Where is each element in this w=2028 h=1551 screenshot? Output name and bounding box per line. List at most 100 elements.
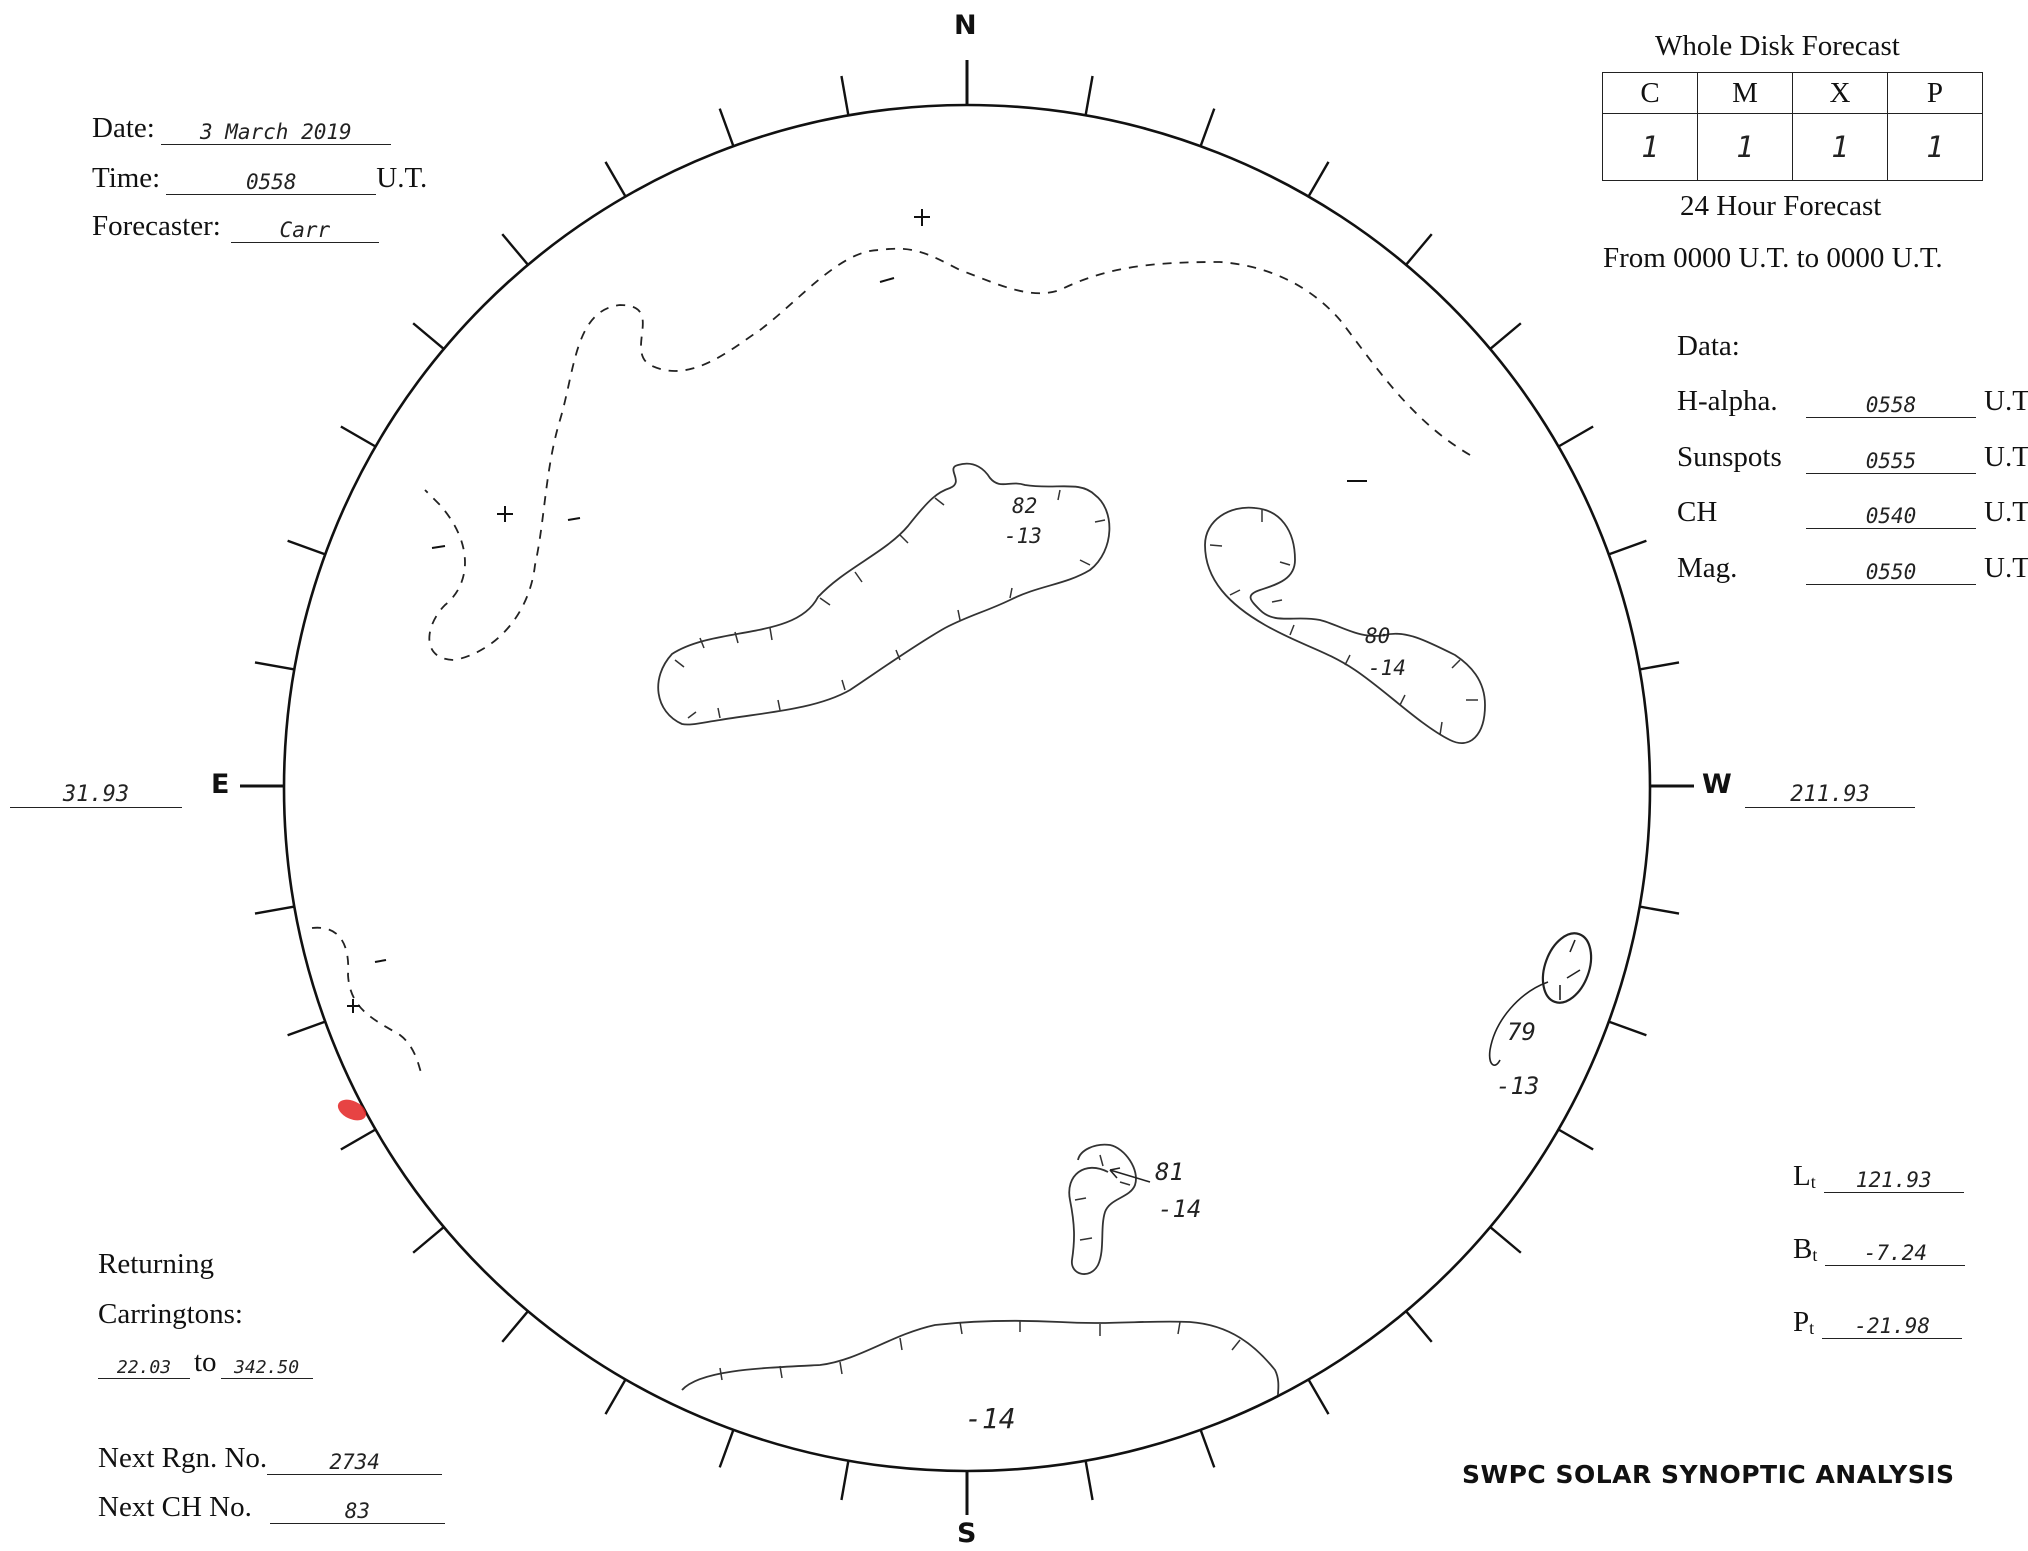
next-region-label: Next Rgn. No. (98, 1442, 268, 1474)
forecast-table: C M X P 1 1 1 1 (1602, 72, 1983, 181)
next-region-value: 2734 (267, 1450, 443, 1475)
carrington-to: 342.50 (220, 1357, 313, 1379)
ch81-pointer-head (1109, 1167, 1121, 1179)
forecast-val-x: 1 (1792, 113, 1888, 181)
limb-tick (1084, 1460, 1094, 1501)
limb-tick (1307, 1378, 1330, 1415)
pt-subscript: t (1809, 1318, 1815, 1338)
limb-tick (604, 1378, 627, 1415)
ch80-label-lat: -14 (1368, 656, 1406, 680)
date-label: Date: (92, 112, 155, 144)
north-label: N (954, 10, 977, 41)
forecast-val-p: 1 (1887, 113, 1983, 181)
data-row-ch: CH 0540 U.T. (1677, 496, 2028, 529)
ch82-label-num: 82 (1012, 494, 1038, 518)
solar-limb (282, 103, 1652, 1473)
data-unit: U.T. (1984, 441, 2028, 473)
ch81-label-lat: -14 (1158, 1195, 1202, 1223)
coronal-hole-82 (657, 462, 1111, 726)
data-value: 0540 (1806, 504, 1976, 529)
ch81-label-num: 81 (1155, 1158, 1184, 1186)
footer-title: SWPC SOLAR SYNOPTIC ANALYSIS (1462, 1460, 1955, 1489)
ch81-pointer (1109, 1169, 1151, 1183)
limb-tick (1489, 322, 1522, 350)
carrington-to-word: to (194, 1346, 217, 1378)
limb-tick (287, 1020, 326, 1037)
data-row-halpha: H-alpha. 0558 U.T. (1677, 385, 2028, 418)
limb-tick (501, 233, 529, 266)
west-longitude: 211.93 (1745, 782, 1915, 808)
south-label: S (957, 1518, 977, 1549)
east-neutral-line (311, 926, 423, 1073)
data-unit: U.T. (1984, 496, 2028, 528)
limb-tick (1489, 1226, 1522, 1254)
lt-value: 121.93 (1823, 1168, 1964, 1193)
limb-tick (1199, 1429, 1216, 1468)
forecast-col-p: P (1887, 72, 1983, 114)
limb-tick (340, 425, 377, 448)
forecast-val-m: 1 (1697, 113, 1793, 181)
limb-tick (1608, 539, 1647, 556)
ch79-label-lat: -13 (1496, 1072, 1540, 1100)
forecaster-value: Carr (230, 218, 379, 243)
next-ch-label: Next CH No. (98, 1491, 252, 1523)
limb-tick (1639, 905, 1680, 915)
ch82-label-lat: -13 (1004, 524, 1042, 548)
red-mark (337, 1099, 367, 1121)
coronal-hole-81 (1068, 1143, 1137, 1275)
date-value: 3 March 2019 (160, 120, 391, 145)
west-label: W (1702, 769, 1732, 800)
lt-subscript: t (1810, 1172, 1816, 1192)
time-field: Time: 0558 U.T. (92, 162, 427, 195)
limb-tick (604, 161, 627, 198)
coronal-hole-79 (1541, 932, 1593, 1004)
limb-tick (412, 322, 445, 350)
data-unit: U.T. (1984, 552, 2028, 584)
forecast-title: Whole Disk Forecast (1655, 30, 1900, 62)
next-region-field: Next Rgn. No. 2734 (98, 1442, 443, 1475)
returning-label: Returning (98, 1248, 214, 1280)
limb-tick (287, 539, 326, 556)
forecast-col-c: C (1602, 72, 1698, 114)
limb-tick (1084, 75, 1094, 116)
south-polar-label: -14 (965, 1402, 1016, 1435)
pt-value: -21.98 (1822, 1314, 1963, 1339)
forecast-subtitle: 24 Hour Forecast (1680, 190, 1882, 222)
coronal-hole-80 (1204, 506, 1486, 744)
bt-subscript: t (1812, 1245, 1818, 1265)
data-label: H-alpha. (1677, 385, 1778, 417)
coronal-hole-80-hachures (1209, 510, 1478, 736)
limb-tick (1608, 1020, 1647, 1037)
date-field: Date: 3 March 2019 (92, 112, 391, 145)
bt-value: -7.24 (1825, 1241, 1966, 1266)
limb-tick (501, 1310, 529, 1343)
data-label: Mag. (1677, 552, 1738, 584)
south-polar-hole-boundary (681, 1319, 1280, 1396)
limb-tick (254, 661, 295, 671)
time-label: Time: (92, 162, 161, 194)
forecast-val-c: 1 (1602, 113, 1698, 181)
limb-tick (718, 1429, 735, 1468)
data-label: CH (1677, 496, 1718, 528)
time-unit: U.T. (376, 162, 428, 194)
data-value: 0558 (1806, 393, 1976, 418)
carrington-range: 22.03 to 342.50 (98, 1346, 313, 1379)
ch79-label-num: 79 (1507, 1018, 1536, 1046)
limb-tick (1557, 1128, 1594, 1151)
forecast-range: From 0000 U.T. to 0000 U.T. (1603, 242, 1943, 274)
coronal-hole-79-hachures (1559, 939, 1581, 1000)
south-polar-hole-hachures (719, 1320, 1241, 1381)
limb-tick (1557, 425, 1594, 448)
carringtons-label: Carringtons: (98, 1298, 243, 1330)
limb-tick (840, 75, 850, 116)
limb-tick (1639, 661, 1680, 671)
limb-tick (1405, 1310, 1433, 1343)
data-value: 0555 (1806, 449, 1976, 474)
bt-label: B (1793, 1233, 1813, 1265)
data-label: Sunspots (1677, 441, 1782, 473)
east-longitude: 31.93 (10, 782, 182, 808)
data-row-sunspots: Sunspots 0555 U.T. (1677, 441, 2028, 474)
